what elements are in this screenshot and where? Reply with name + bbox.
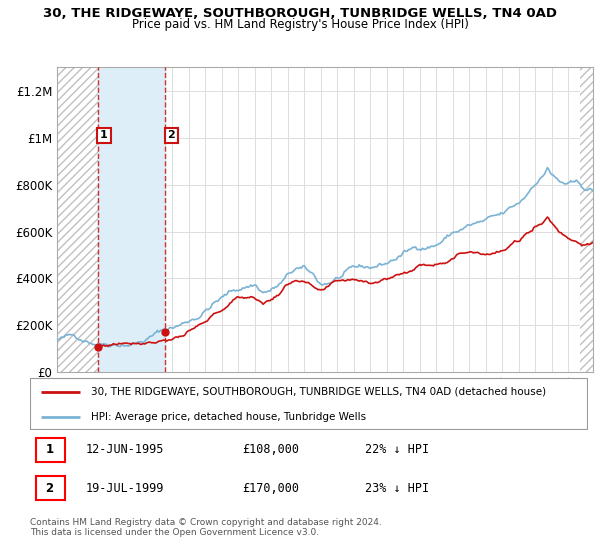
- Bar: [580, 67, 593, 372]
- Text: £108,000: £108,000: [242, 444, 299, 456]
- Text: 30, THE RIDGEWAYE, SOUTHBOROUGH, TUNBRIDGE WELLS, TN4 0AD (detached house): 30, THE RIDGEWAYE, SOUTHBOROUGH, TUNBRID…: [91, 387, 547, 397]
- Text: Contains HM Land Registry data © Crown copyright and database right 2024.
This d: Contains HM Land Registry data © Crown c…: [30, 518, 382, 538]
- Text: 1: 1: [100, 130, 108, 141]
- Text: 30, THE RIDGEWAYE, SOUTHBOROUGH, TUNBRIDGE WELLS, TN4 0AD: 30, THE RIDGEWAYE, SOUTHBOROUGH, TUNBRID…: [43, 7, 557, 20]
- Text: £170,000: £170,000: [242, 482, 299, 494]
- FancyBboxPatch shape: [35, 438, 65, 462]
- Text: 12-JUN-1995: 12-JUN-1995: [86, 444, 164, 456]
- Text: 23% ↓ HPI: 23% ↓ HPI: [365, 482, 429, 494]
- Text: 22% ↓ HPI: 22% ↓ HPI: [365, 444, 429, 456]
- FancyBboxPatch shape: [35, 476, 65, 500]
- Bar: [580, 67, 593, 372]
- Bar: [98, 67, 165, 372]
- Text: 1: 1: [46, 444, 53, 456]
- Bar: [57, 67, 98, 372]
- Bar: [57, 67, 98, 372]
- Text: 2: 2: [167, 130, 175, 141]
- Text: 2: 2: [46, 482, 53, 494]
- Text: HPI: Average price, detached house, Tunbridge Wells: HPI: Average price, detached house, Tunb…: [91, 412, 367, 422]
- FancyBboxPatch shape: [30, 378, 587, 429]
- Text: 19-JUL-1999: 19-JUL-1999: [86, 482, 164, 494]
- Text: Price paid vs. HM Land Registry's House Price Index (HPI): Price paid vs. HM Land Registry's House …: [131, 18, 469, 31]
